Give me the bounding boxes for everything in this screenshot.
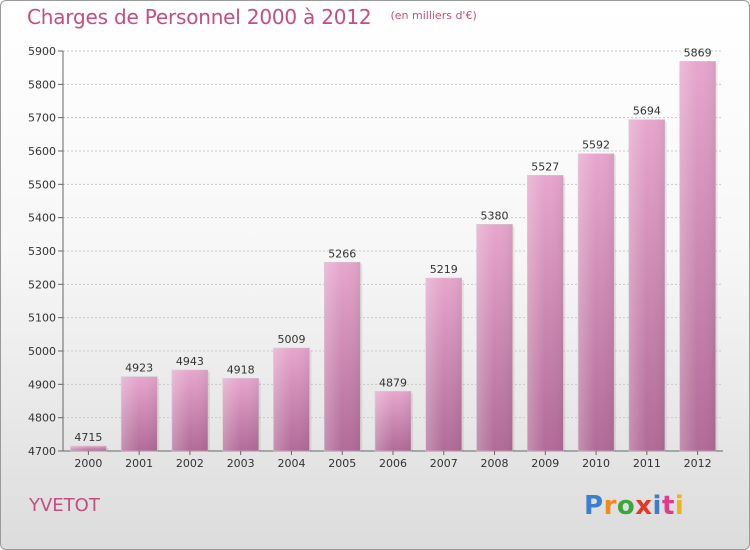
bar-sheen [324,262,361,451]
chart-header: Charges de Personnel 2000 à 2012 (en mil… [27,5,477,29]
bar-sheen [70,446,107,451]
y-tick-label: 5700 [28,112,56,125]
logo-letter: t [661,491,675,521]
bar-sheen [578,153,615,451]
bar-sheen [425,278,462,451]
logo-letter: x [635,491,653,521]
y-tick-label: 5200 [28,278,56,291]
data-label: 4943 [176,355,204,368]
y-tick-label: 4700 [28,445,56,458]
bar-sheen [375,391,411,451]
data-label: 5694 [633,105,661,118]
y-tick-label: 5000 [28,345,56,358]
x-tick-label: 2009 [531,457,559,470]
y-tick-label: 5900 [28,45,56,58]
y-tick-label: 5300 [28,245,56,258]
logo-letter: i [674,491,685,521]
data-label: 5266 [328,247,356,260]
x-tick-label: 2000 [74,457,102,470]
x-tick-label: 2008 [481,457,509,470]
x-tick-label: 2011 [633,457,661,470]
x-tick-label: 2006 [379,457,407,470]
logo-letter: P [584,491,604,521]
data-label: 5380 [481,209,509,222]
chart-title: Charges de Personnel 2000 à 2012 [27,5,372,29]
y-tick-label: 5800 [28,78,56,91]
proxiti-logo: Proxiti [584,491,684,521]
data-label: 5009 [277,333,305,346]
chart-subtitle: (en milliers d'€) [390,9,477,22]
data-label: 5869 [684,46,712,59]
x-tick-label: 2012 [684,457,712,470]
logo-letter: o [616,491,636,521]
y-tick-label: 4800 [28,412,56,425]
logo-letter: r [603,491,617,521]
bar-sheen [679,61,716,451]
y-tick-label: 5400 [28,212,56,225]
data-label: 4918 [227,363,255,376]
x-tick-label: 2001 [125,457,153,470]
data-label: 5592 [582,139,610,152]
data-label: 4923 [125,362,153,375]
data-label: 5219 [430,263,458,276]
y-tick-label: 5500 [28,178,56,191]
y-tick-label: 5100 [28,312,56,325]
x-tick-label: 2004 [277,457,305,470]
bar-sheen [273,348,310,451]
data-label: 5527 [531,160,559,173]
bar-sheen [628,119,665,452]
logo-letter: i [652,491,662,521]
x-tick-label: 2010 [582,457,610,470]
bar-sheen [222,378,259,451]
bar-sheen [121,376,158,451]
x-tick-label: 2007 [430,457,458,470]
data-label: 4879 [379,376,407,389]
bar-sheen [476,224,513,451]
x-tick-label: 2003 [227,457,255,470]
bar-sheen [171,370,208,451]
city-name: YVETOT [29,495,100,516]
y-tick-label: 5600 [28,145,56,158]
bar-sheen [527,175,564,452]
x-tick-label: 2005 [328,457,356,470]
y-tick-label: 4900 [28,378,56,391]
data-label: 4715 [74,431,102,444]
x-tick-label: 2002 [176,457,204,470]
